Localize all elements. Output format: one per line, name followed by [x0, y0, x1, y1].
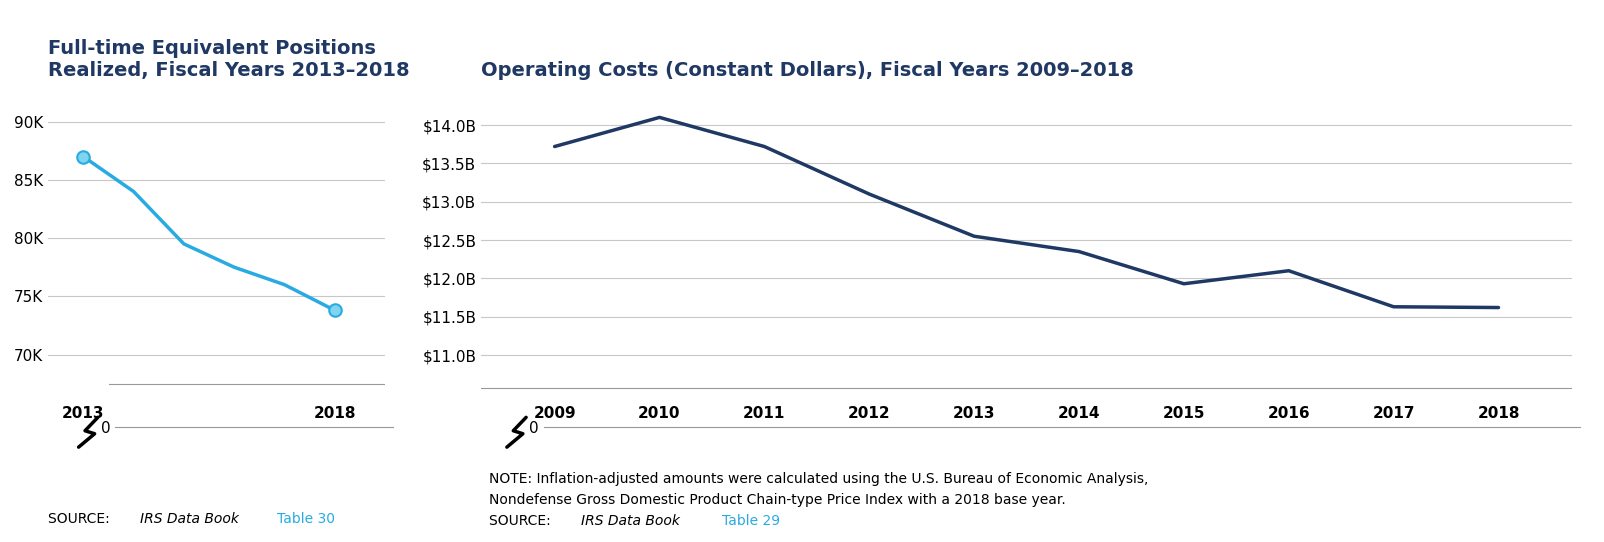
Text: Operating Costs (Constant Dollars), Fiscal Years 2009–2018: Operating Costs (Constant Dollars), Fisc…	[481, 61, 1134, 80]
Text: SOURCE:: SOURCE:	[48, 512, 114, 526]
Text: 0: 0	[101, 421, 111, 436]
Text: Table 30: Table 30	[277, 512, 335, 526]
Text: Table 29: Table 29	[722, 514, 780, 528]
Text: IRS Data Book: IRS Data Book	[140, 512, 239, 526]
Text: IRS Data Book: IRS Data Book	[581, 514, 680, 528]
Text: Full-time Equivalent Positions
Realized, Fiscal Years 2013–2018: Full-time Equivalent Positions Realized,…	[48, 38, 409, 80]
Text: Nondefense Gross Domestic Product Chain-type Price Index with a 2018 base year.: Nondefense Gross Domestic Product Chain-…	[489, 493, 1067, 507]
Text: NOTE: Inflation-adjusted amounts were calculated using the U.S. Bureau of Econom: NOTE: Inflation-adjusted amounts were ca…	[489, 472, 1148, 486]
Text: SOURCE:: SOURCE:	[489, 514, 555, 528]
Text: 0: 0	[529, 421, 539, 436]
